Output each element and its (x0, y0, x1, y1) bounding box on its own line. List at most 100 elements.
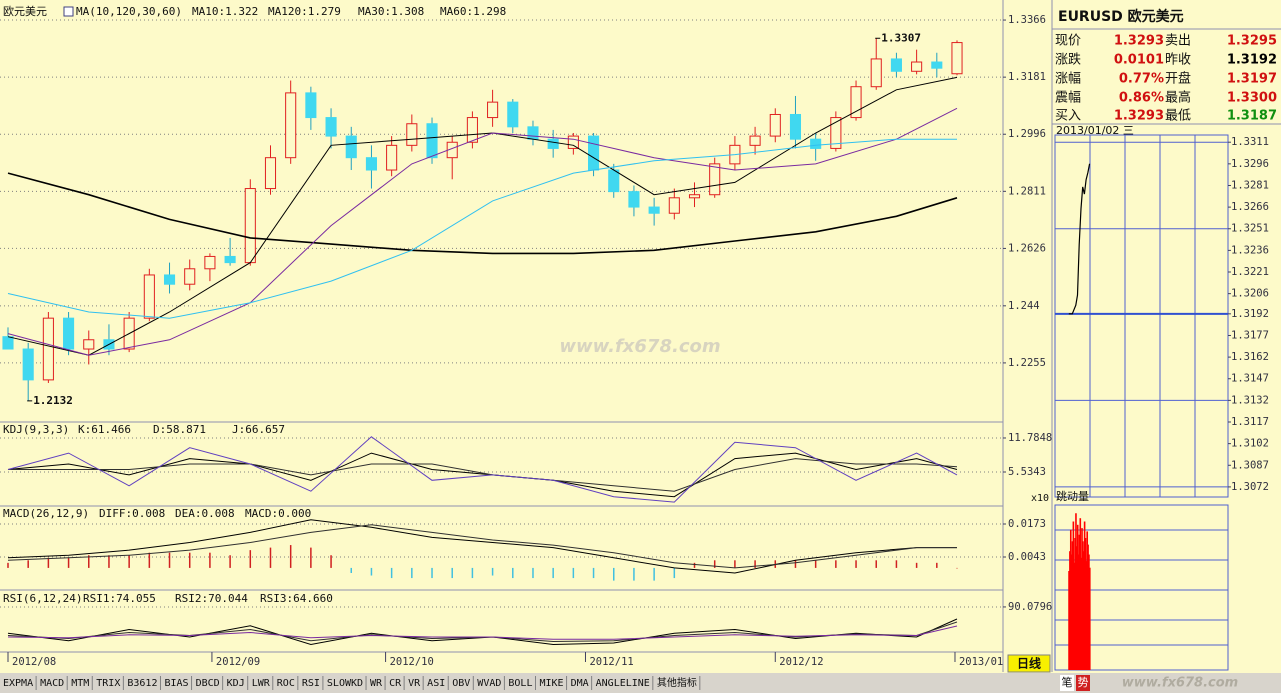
indicator-tab[interactable]: WVAD (477, 678, 501, 689)
indicator-tab[interactable]: BOLL (508, 678, 532, 689)
macd-bar (814, 560, 817, 568)
tab-bar (0, 673, 1281, 693)
series-line (1068, 163, 1091, 315)
macd-bar (835, 560, 837, 568)
candle-body (83, 339, 95, 350)
indicator-tab[interactable]: WR (370, 678, 383, 689)
macd-bar (108, 555, 110, 568)
quote-value: 1.3192 (1227, 53, 1277, 68)
indicator-tab[interactable]: MIKE (539, 678, 563, 689)
legend-label: RSI1:74.055 (83, 592, 156, 605)
legend-label: MACD:0.000 (245, 507, 311, 520)
macd-bar (188, 552, 191, 568)
indicator-tab[interactable]: OBV (452, 678, 470, 689)
x-tick-label: 2012/11 (589, 656, 633, 668)
macd-bar (67, 557, 70, 568)
side-tab[interactable] (1076, 675, 1090, 691)
macd-bar (47, 557, 50, 568)
indicator-tab[interactable]: MACD (40, 678, 64, 689)
volume-bar (1076, 524, 1079, 670)
indicator-tab[interactable]: 其他指标 (657, 676, 697, 689)
indicator-tab[interactable]: DBCD (196, 678, 220, 689)
candle-body (244, 188, 256, 264)
indicator-tab[interactable]: ASI (427, 678, 445, 689)
candle-body (830, 117, 842, 149)
indicator-tab[interactable]: KDJ (227, 678, 245, 689)
y-tick-label: 1.2255 (1008, 357, 1046, 369)
panel-subtitle: MA(10,120,30,60) (76, 5, 182, 18)
legend-label: MA10:1.322 (192, 5, 258, 18)
candle-body (305, 92, 317, 119)
quote-value: 1.3295 (1227, 34, 1277, 49)
side-tab-label[interactable]: 笔 (1062, 675, 1073, 689)
macd-bar (754, 560, 756, 568)
volume-frame (1054, 504, 1229, 671)
macd-bar (88, 555, 90, 568)
macd-bar (471, 567, 474, 579)
macd-bar (572, 567, 575, 579)
candle-body (709, 163, 721, 196)
legend-label: RSI3:64.660 (260, 592, 333, 605)
legend-label: J:66.657 (232, 423, 285, 436)
candle-body (769, 113, 781, 137)
macd-bar (148, 552, 151, 568)
series-line (7, 107, 958, 356)
y-tick-label: 11.7848 (1008, 432, 1052, 444)
macd-bar (855, 560, 857, 568)
y-tick-label: 1.3221 (1231, 266, 1269, 278)
y-tick-label: 1.3311 (1231, 136, 1269, 148)
y-tick-label: 5.5343 (1008, 466, 1046, 478)
macd-bar (330, 555, 332, 568)
indicator-tab[interactable]: VR (408, 678, 421, 689)
y-tick-label: 1.3206 (1231, 288, 1269, 300)
candle-body (789, 113, 802, 140)
timeframe-button[interactable] (1007, 654, 1051, 673)
candle-body (42, 317, 54, 381)
macd-bar (794, 560, 797, 568)
candle-body (951, 42, 963, 75)
candle-body (426, 123, 438, 159)
annotation-label: 1.2132 (33, 394, 73, 407)
candle-body (749, 135, 761, 146)
y-tick-label: 1.3266 (1231, 201, 1269, 213)
candle-body (668, 197, 680, 214)
candle-body (143, 274, 155, 319)
x-tick-label: 2013/01 (959, 656, 1003, 668)
indicator-tab[interactable]: MTM (71, 678, 89, 689)
panel-title: RSI(6,12,24) (3, 592, 82, 605)
indicator-tab[interactable]: ROC (277, 678, 295, 689)
legend-label: MA120:1.279 (268, 5, 341, 18)
candle-body (810, 138, 822, 149)
indicator-tab[interactable]: DMA (571, 678, 589, 689)
quote-value: 1.3293 (1114, 34, 1164, 49)
timeframe-label[interactable]: 日线 (1017, 656, 1041, 671)
indicator-tab[interactable]: RSI (302, 678, 320, 689)
indicator-tab[interactable]: EXPMA (3, 678, 33, 689)
indicator-tab[interactable]: BIAS (164, 678, 188, 689)
volume-bar (1082, 541, 1084, 670)
legend-label: MA30:1.308 (358, 5, 424, 18)
candle-body (386, 144, 398, 171)
candle-body (567, 135, 579, 149)
quote-label: 震幅 (1055, 91, 1081, 106)
indicator-tab[interactable]: B3612 (127, 678, 157, 689)
indicator-tab[interactable]: CR (389, 678, 402, 689)
volume-bar (1086, 531, 1089, 670)
macd-bar (532, 567, 534, 579)
indicator-tab[interactable]: ANGLELINE (596, 678, 650, 689)
indicator-tab[interactable]: SLOWKD (327, 678, 363, 689)
side-tab-label[interactable]: 势 (1078, 676, 1089, 689)
candle-body (628, 191, 640, 208)
candle-body (931, 61, 943, 69)
side-tab[interactable] (1060, 675, 1074, 691)
candle-body (224, 255, 236, 264)
y-tick-label: 0.0043 (1008, 551, 1046, 563)
quote-label: 现价 (1055, 34, 1081, 49)
panel-title: KDJ(9,3,3) (3, 423, 69, 436)
macd-bar (653, 567, 655, 581)
indicator-tab[interactable]: TRIX (96, 678, 120, 689)
quote-label: 涨幅 (1055, 72, 1081, 87)
y-tick-label: 1.3181 (1008, 71, 1046, 83)
indicator-tab[interactable]: LWR (252, 678, 271, 689)
